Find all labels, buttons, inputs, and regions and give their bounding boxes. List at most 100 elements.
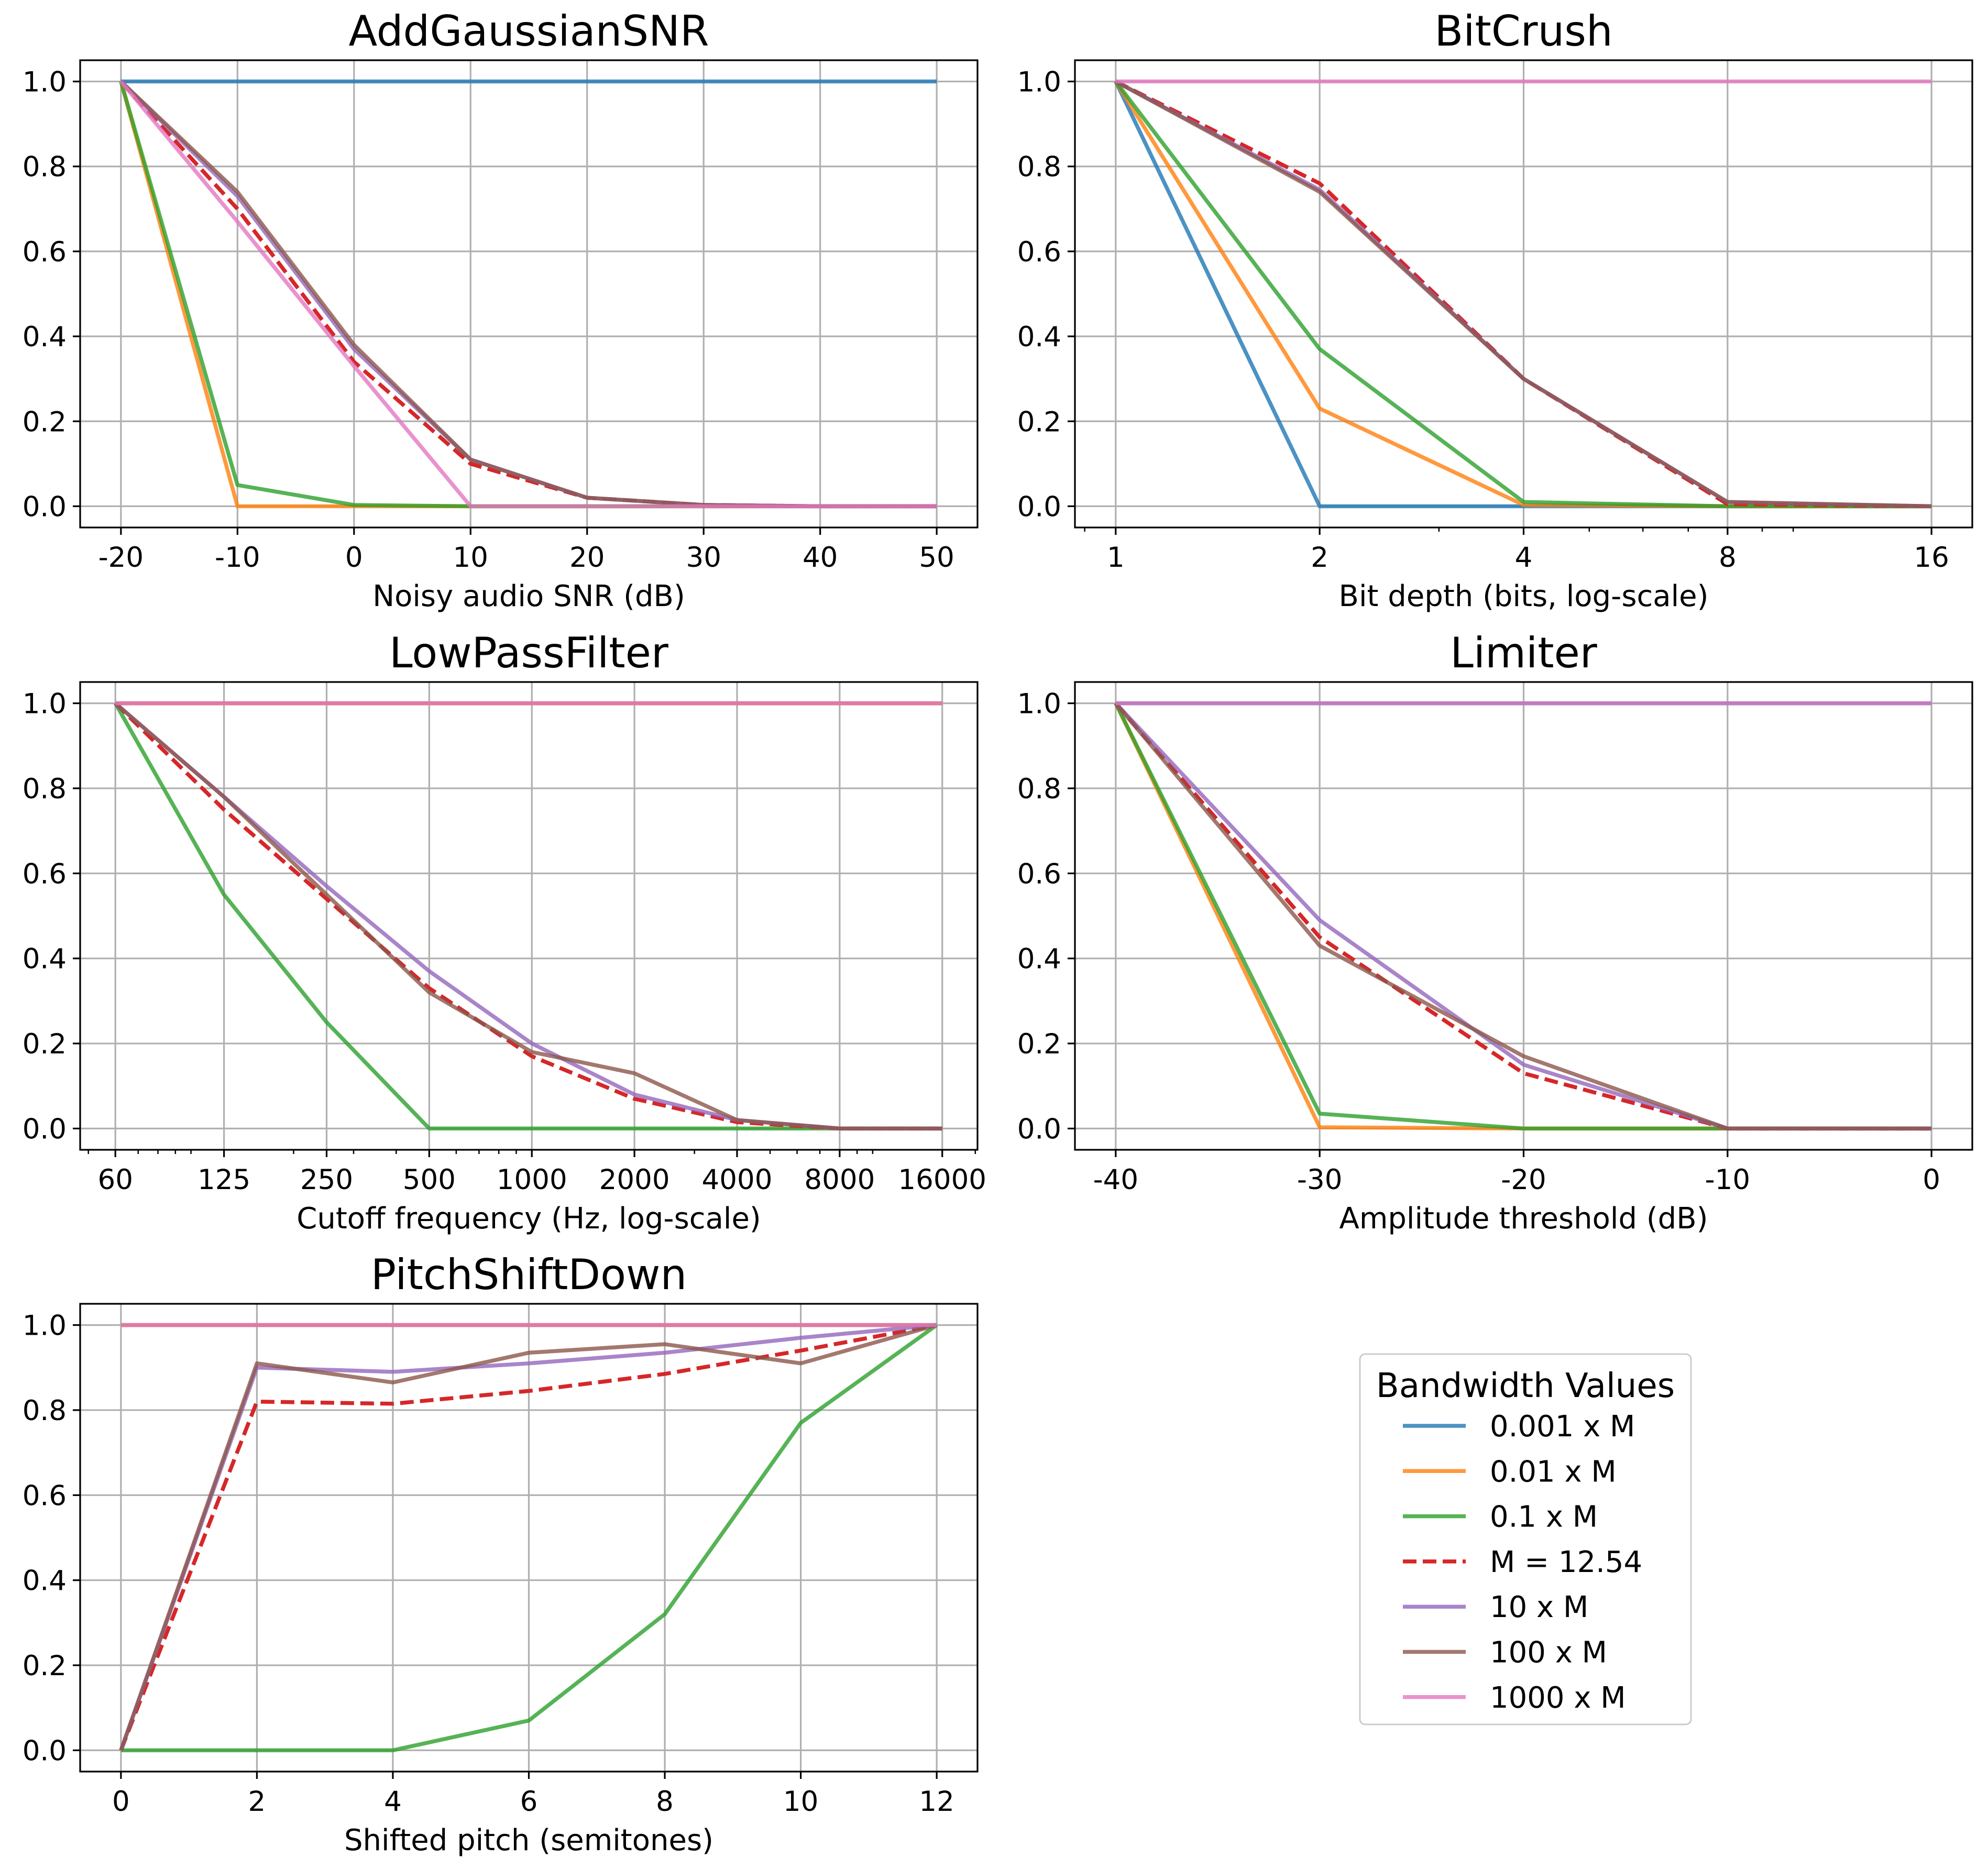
legend-label-0-1-x-m: 0.1 x M	[1490, 1500, 1598, 1534]
plot-frame	[79, 681, 979, 1151]
x-axis-label: Noisy audio SNR (dB)	[372, 579, 685, 613]
y-tick-label: 0.2	[23, 406, 67, 438]
x-tick-label: 0	[345, 542, 363, 574]
x-tick-label: 8	[656, 1786, 674, 1818]
chart-addgaussiansnr: -20 -10 0 10 20 30 40 50 0.0 0.2 0.4 0.6 0.8 1.0 AddGa…	[23, 7, 979, 613]
series-line-0-1-x-m	[113, 702, 942, 1131]
x-tick-label: 0	[1923, 1164, 1940, 1196]
x-axis-label: Bit depth (bits, log-scale)	[1339, 579, 1709, 613]
x-tick-label: 10	[783, 1786, 818, 1818]
x-tick-label: 20	[569, 542, 605, 574]
y-tick-label: 0.8	[23, 1395, 67, 1427]
x-tick-label: 1000	[497, 1164, 567, 1196]
legend-label-0-01-x-m: 0.01 x M	[1490, 1455, 1617, 1489]
x-tick-label: 4	[1515, 542, 1533, 574]
y-tick-label: 0.0	[23, 491, 67, 523]
x-tick-label: 16	[1914, 542, 1949, 574]
x-tick-label: -10	[215, 542, 260, 574]
x-tick-label: 30	[686, 542, 721, 574]
y-tick-label: 1.0	[23, 688, 67, 720]
x-tick-label: 2	[248, 1786, 266, 1818]
legend-label-1000-x-m: 1000 x M	[1490, 1681, 1626, 1715]
y-tick-label: 0.0	[23, 1113, 67, 1145]
x-tick-label: -10	[1705, 1164, 1751, 1196]
x-tick-label: 500	[403, 1164, 456, 1196]
x-tick-label: 4000	[702, 1164, 773, 1196]
series-line-100-x-m	[119, 1323, 938, 1751]
chart-title: LowPassFilter	[389, 629, 668, 677]
x-tick-label: 8000	[804, 1164, 875, 1196]
series-line-1000-x-m	[119, 80, 937, 509]
y-tick-label: 0.2	[23, 1028, 67, 1060]
y-tick-label: 0.6	[23, 236, 67, 268]
y-tick-label: 0.2	[1017, 1028, 1061, 1060]
series-line-100-x-m	[1115, 80, 1932, 509]
x-tick-label: 60	[97, 1164, 133, 1196]
chart-bitcrush: 1 2 4 8 16 0.0 0.2 0.4 0.6 0.8 1.0 BitCrush Bit dept…	[1017, 7, 1973, 613]
x-axis-label: Cutoff frequency (Hz, log-scale)	[296, 1202, 761, 1236]
y-tick-label: 0.6	[23, 858, 67, 890]
series-line-m-12-54	[119, 80, 937, 509]
x-tick-label: 1	[1107, 542, 1125, 574]
y-tick-label: 0.6	[23, 1480, 67, 1512]
y-tick-label: 0.4	[1017, 943, 1061, 975]
legend-label-m-12-54: M = 12.54	[1490, 1545, 1642, 1579]
series-line-m-12-54	[119, 1323, 937, 1751]
y-tick-label: 1.0	[1017, 688, 1061, 720]
y-tick-label: 0.6	[1017, 236, 1061, 268]
y-tick-label: 0.8	[23, 151, 67, 183]
plot-frame	[79, 59, 979, 529]
legend: Bandwidth Values 0.001 x M 0.01 x M 0.1 x M…	[1359, 1353, 1692, 1725]
chart-title: BitCrush	[1434, 7, 1612, 56]
chart-title: PitchShiftDown	[371, 1250, 687, 1299]
legend-label-100-x-m: 100 x M	[1490, 1636, 1607, 1670]
x-tick-label: 125	[197, 1164, 250, 1196]
x-tick-label: 0	[112, 1786, 130, 1818]
chart-title: AddGaussianSNR	[348, 7, 709, 56]
y-tick-label: 0.0	[23, 1735, 67, 1767]
y-tick-label: 0.4	[23, 943, 67, 975]
x-tick-label: 50	[919, 542, 954, 574]
y-tick-label: 0.8	[1017, 151, 1061, 183]
y-tick-label: 0.4	[1017, 321, 1061, 353]
chart-title: Limiter	[1450, 629, 1597, 677]
y-tick-label: 0.2	[1017, 406, 1061, 438]
x-tick-label: 8	[1719, 542, 1737, 574]
x-tick-label: -40	[1093, 1164, 1139, 1196]
series-line-m-12-54	[1114, 702, 1932, 1131]
x-tick-label: 12	[919, 1786, 954, 1818]
series-line-m-12-54	[114, 701, 942, 1131]
chart-limiter: -40 -30 -20 -10 0 0.0 0.2 0.4 0.6 0.8 1.0 Limiter Am…	[1017, 629, 1973, 1236]
legend-label-10-x-m: 10 x M	[1490, 1590, 1588, 1624]
y-tick-label: 0.0	[1017, 1113, 1061, 1145]
x-tick-label: 40	[803, 542, 838, 574]
chart-pitchshiftdown: 0 2 4 6 8 10 12 0.0 0.2 0.4 0.6 0.8 1.0 PitchShiftDow…	[23, 1250, 979, 1857]
legend-box	[1359, 1353, 1692, 1725]
x-tick-label: -20	[1501, 1164, 1546, 1196]
y-tick-label: 1.0	[23, 67, 67, 98]
series-line-100-x-m	[1114, 702, 1932, 1131]
x-tick-label: 2000	[599, 1164, 670, 1196]
charts-area: -20 -10 0 10 20 30 40 500.00.20.40.60.81.0AddGa…	[23, 7, 1973, 1857]
y-tick-label: 1.0	[1017, 67, 1061, 98]
y-tick-label: 0.8	[1017, 773, 1061, 805]
y-tick-label: 0.4	[23, 321, 67, 353]
legend-title: Bandwidth Values	[1376, 1367, 1675, 1405]
x-tick-label: 2	[1311, 542, 1328, 574]
y-tick-label: 0.8	[23, 773, 67, 805]
y-tick-label: 0.6	[1017, 858, 1061, 890]
x-tick-label: -30	[1297, 1164, 1343, 1196]
y-tick-label: 0.0	[1017, 491, 1061, 523]
x-tick-label: 4	[384, 1786, 402, 1818]
legend-label-0-001-x-m: 0.001 x M	[1490, 1410, 1635, 1444]
y-tick-label: 0.4	[23, 1565, 67, 1597]
x-tick-label: 6	[520, 1786, 538, 1818]
y-tick-label: 1.0	[23, 1310, 67, 1342]
series-line-0-1-x-m	[120, 1323, 938, 1753]
x-axis-label: Shifted pitch (semitones)	[344, 1823, 713, 1857]
x-tick-label: 250	[300, 1164, 353, 1196]
chart-lowpassfilter: 60 125 250 500 1000 2000 4000 8000 16000 0.0 0.2 0.…	[23, 629, 986, 1236]
x-tick-label: 16000	[898, 1164, 986, 1196]
x-axis-label: Amplitude threshold (dB)	[1339, 1202, 1708, 1236]
